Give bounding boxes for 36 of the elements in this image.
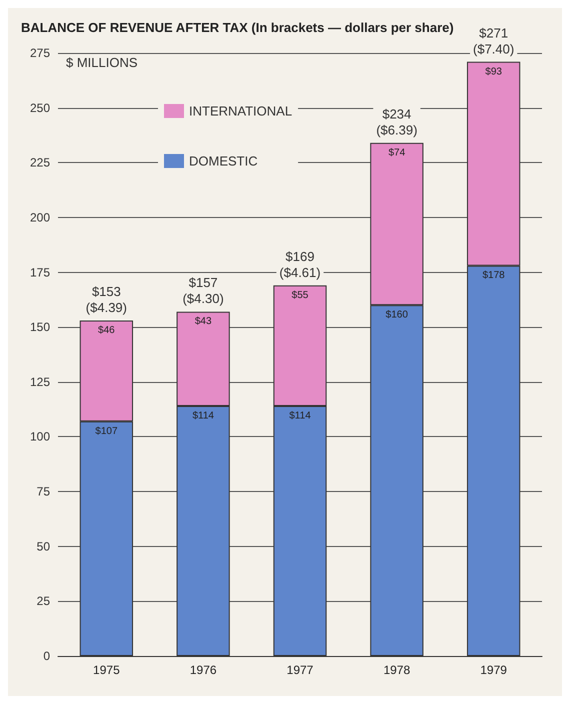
data-label: $107 — [95, 426, 118, 437]
y-tick-label: 75 — [36, 484, 50, 499]
chart-title: BALANCE OF REVENUE AFTER TAX (In brackets — dollars per share) — [21, 20, 454, 35]
y-tick-label: 50 — [36, 539, 50, 554]
total-label: $271 ($7.40) — [473, 25, 514, 56]
data-label: $160 — [386, 310, 408, 321]
y-tick-label: 150 — [30, 320, 50, 334]
total-label: $157 ($4.30) — [182, 275, 224, 306]
total-label: $169 ($4.61) — [279, 248, 321, 280]
legend-label: DOMESTIC — [189, 154, 258, 168]
total-label: $153 ($4.39) — [86, 284, 127, 316]
legend-label: INTERNATIONAL — [189, 104, 292, 118]
data-label: $74 — [388, 147, 406, 158]
x-tick-label: 1979 — [480, 663, 508, 677]
y-tick-label: 0 — [43, 649, 50, 663]
x-tick-label: 1978 — [383, 663, 410, 677]
y-tick-label: 250 — [30, 100, 50, 115]
data-label: $178 — [482, 270, 506, 282]
total-label: $234 ($6.39) — [376, 106, 418, 138]
data-label: $55 — [292, 290, 309, 301]
y-tick-label: 175 — [30, 265, 50, 280]
x-tick-label: 1977 — [286, 663, 314, 677]
y-axis-title: $ MILLIONS — [66, 55, 138, 70]
x-tick-label: 1976 — [190, 663, 217, 677]
y-tick-label: 25 — [36, 594, 50, 608]
data-label: $114 — [289, 410, 312, 422]
data-label: $46 — [98, 325, 116, 336]
data-label: $114 — [192, 410, 214, 422]
y-tick-label: 225 — [30, 156, 50, 170]
y-tick-label: 200 — [30, 210, 50, 224]
data-label: $93 — [485, 66, 502, 78]
x-tick-label: 1975 — [93, 663, 120, 677]
y-tick-label: 100 — [30, 430, 50, 444]
y-tick-label: 125 — [30, 374, 50, 389]
y-tick-label: 275 — [30, 46, 50, 60]
data-label: $43 — [194, 316, 212, 328]
